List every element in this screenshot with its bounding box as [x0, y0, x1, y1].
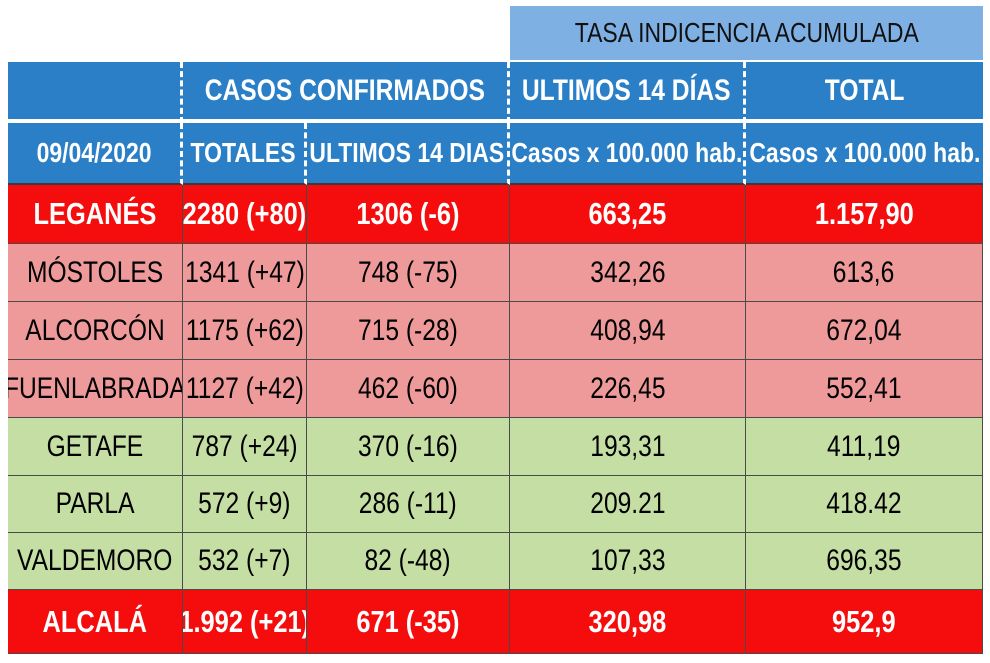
tasa-total-cell: 411,19: [746, 418, 983, 476]
tasa-14-dias-cell: 209.21: [510, 476, 746, 533]
city-cell: PARLA: [8, 476, 183, 533]
totales-cell: 2280 (+80): [183, 185, 307, 244]
city-cell: VALDEMORO: [8, 533, 183, 590]
table-row: VALDEMORO 532 (+7) 82 (-48) 107,33 696,35: [8, 533, 983, 590]
header-casos-confirmados: CASOS CONFIRMADOS: [183, 62, 510, 123]
totales-cell: 1341 (+47): [183, 244, 307, 302]
tasa-total-cell: 696,35: [746, 533, 983, 590]
ultimos-14-dias-cell: 462 (-60): [307, 360, 510, 418]
tasa-total-cell: 672,04: [746, 302, 983, 360]
tasa-14-dias-cell: 342,26: [510, 244, 746, 302]
tasa-total-cell: 613,6: [746, 244, 983, 302]
ultimos-14-dias-cell: 748 (-75): [307, 244, 510, 302]
city-cell: FUENLABRADA: [8, 360, 183, 418]
ultimos-14-dias-cell: 370 (-16): [307, 418, 510, 476]
header-row-tasa: TASA INDICENCIA ACUMULADA: [8, 6, 983, 62]
table-row: GETAFE 787 (+24) 370 (-16) 193,31 411,19: [8, 418, 983, 476]
totales-cell: 1175 (+62): [183, 302, 307, 360]
header-casos-per-100k-14: Casos x 100.000 hab.: [510, 123, 746, 185]
ultimos-14-dias-cell: 286 (-11): [307, 476, 510, 533]
ultimos-14-dias-cell: 1306 (-6): [307, 185, 510, 244]
tasa-total-cell: 1.157,90: [746, 185, 983, 244]
tasa-14-dias-cell: 193,31: [510, 418, 746, 476]
totales-cell: 572 (+9): [183, 476, 307, 533]
ultimos-14-dias-cell: 82 (-48): [307, 533, 510, 590]
city-cell: GETAFE: [8, 418, 183, 476]
header-totales: TOTALES: [183, 123, 307, 185]
tasa-total-cell: 418.42: [746, 476, 983, 533]
tasa-14-dias-cell: 107,33: [510, 533, 746, 590]
table-row: LEGANÉS 2280 (+80) 1306 (-6) 663,25 1.157,90: [8, 185, 983, 244]
totales-cell: 1.992 (+21): [183, 590, 307, 654]
city-cell: ALCORCÓN: [8, 302, 183, 360]
tasa-total-cell: 552,41: [746, 360, 983, 418]
tasa-14-dias-cell: 320,98: [510, 590, 746, 654]
tasa-14-dias-cell: 663,25: [510, 185, 746, 244]
header-casos-per-100k-total: Casos x 100.000 hab.: [746, 123, 983, 185]
header-tasa-incidencia: TASA INDICENCIA ACUMULADA: [510, 6, 983, 62]
table-row: MÓSTOLES 1341 (+47) 748 (-75) 342,26 613,6: [8, 244, 983, 302]
table-row: FUENLABRADA 1127 (+42) 462 (-60) 226,45 552,…: [8, 360, 983, 418]
table-row: ALCALÁ 1.992 (+21) 671 (-35) 320,98 952,9: [8, 590, 983, 654]
city-cell: MÓSTOLES: [8, 244, 183, 302]
table-row: ALCORCÓN 1175 (+62) 715 (-28) 408,94 672,04: [8, 302, 983, 360]
totales-cell: 787 (+24): [183, 418, 307, 476]
header-blank: [8, 6, 510, 62]
tasa-total-cell: 952,9: [746, 590, 983, 654]
table-row: PARLA 572 (+9) 286 (-11) 209.21 418.42: [8, 476, 983, 533]
header-total: TOTAL: [746, 62, 983, 123]
ultimos-14-dias-cell: 671 (-35): [307, 590, 510, 654]
city-cell: ALCALÁ: [8, 590, 183, 654]
tasa-14-dias-cell: 226,45: [510, 360, 746, 418]
city-cell: LEGANÉS: [8, 185, 183, 244]
header-date: 09/04/2020: [8, 123, 183, 185]
header-ultimos-14-dias: ULTIMOS 14 DÍAS: [510, 62, 746, 123]
ultimos-14-dias-cell: 715 (-28): [307, 302, 510, 360]
header-empty-city: [8, 62, 183, 123]
header-ultimos-14-dias-sub: ULTIMOS 14 DIAS: [307, 123, 510, 185]
totales-cell: 1127 (+42): [183, 360, 307, 418]
covid-incidence-table: TASA INDICENCIA ACUMULADA CASOS CONFIRMA…: [8, 6, 983, 654]
header-row-sub: 09/04/2020 TOTALES ULTIMOS 14 DIAS Casos…: [8, 123, 983, 185]
totales-cell: 532 (+7): [183, 533, 307, 590]
tasa-14-dias-cell: 408,94: [510, 302, 746, 360]
header-row-main: CASOS CONFIRMADOS ULTIMOS 14 DÍAS TOTAL: [8, 62, 983, 123]
